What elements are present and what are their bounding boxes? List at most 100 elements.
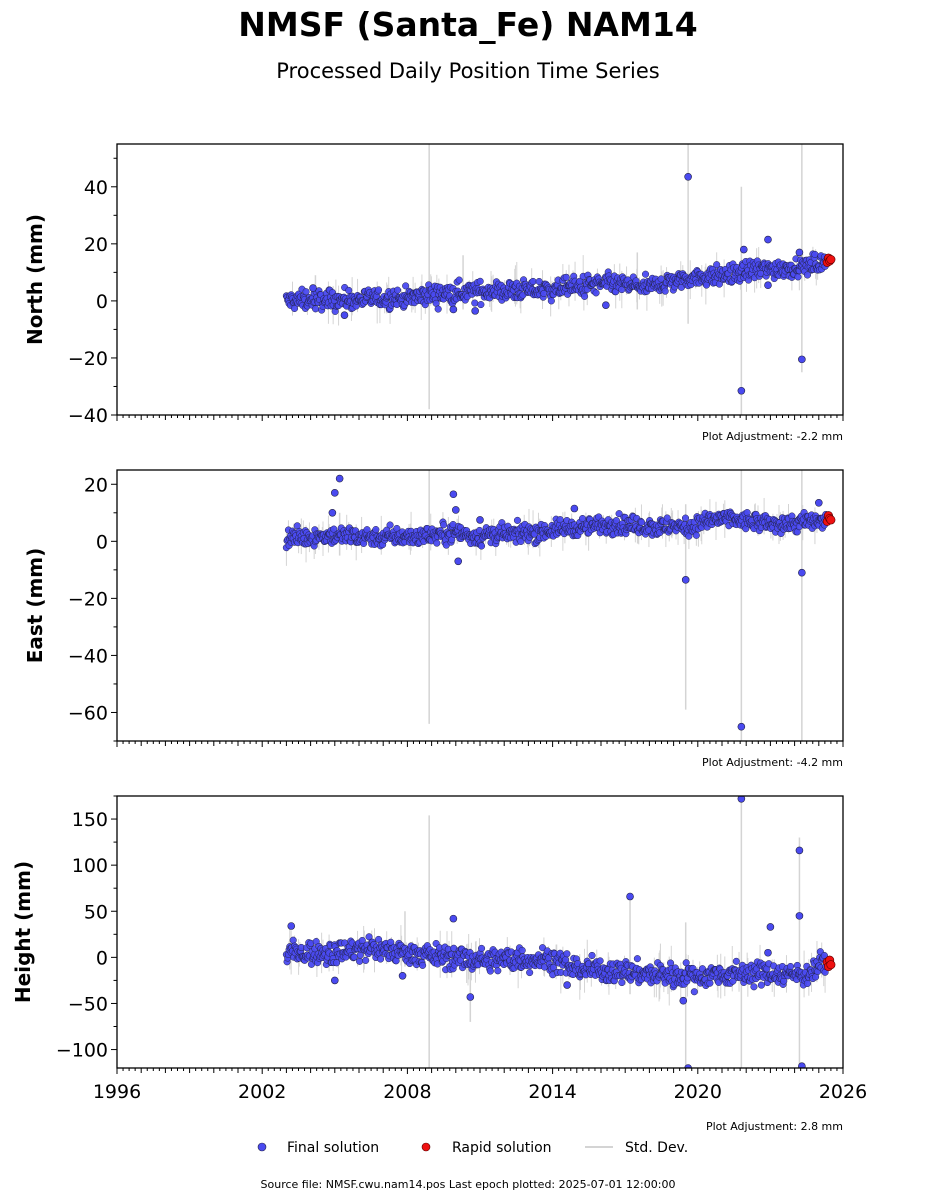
outlier-point [764,235,772,244]
outlier-point [340,311,349,319]
final-point [419,961,427,969]
plot-series [282,470,836,741]
final-point [486,967,494,975]
y-tick-label: −40 [68,405,108,427]
plot-adjustment-note: Plot Adjustment: -4.2 mm [702,756,843,769]
final-point [663,514,671,522]
final-point [556,516,564,524]
final-solution-points [282,796,836,1068]
final-point [529,277,537,286]
outlier-point [739,245,748,254]
y-axis-label: North (mm) [23,214,47,345]
plot-adjustment-note: Plot Adjustment: -2.2 mm [702,430,843,443]
panel-1: −40 −20 0 20 40 North (mm) Plot Adjustment: -2… [23,143,844,443]
final-point [476,277,484,285]
y-tick-label: 40 [84,177,108,199]
outlier-point [287,922,296,930]
panel-2: −60 −40 −20 0 20 East (mm) Plot Adjustment: -4… [23,469,844,769]
outlier-point [737,722,746,731]
y-tick-label: 150 [72,809,108,831]
final-point [633,955,641,963]
chart-subtitle: Processed Daily Position Time Series [276,59,660,83]
outlier-point [330,489,339,497]
final-point [517,537,525,546]
outlier-point [766,923,775,931]
outlier-point [309,284,317,292]
final-point [618,978,626,987]
outlier-point [449,305,458,314]
final-point [803,271,812,279]
outlier-point [451,506,460,514]
final-point [372,526,380,534]
final-point [290,304,299,313]
y-tick-label: −40 [68,645,108,667]
final-point [615,510,623,518]
outlier-point [684,173,692,181]
source-footer: Source file: NMSF.cwu.nam14.pos Last epo… [261,1178,676,1191]
y-tick-label: −50 [68,993,108,1015]
final-point [402,282,410,290]
legend-final-label: Final solution [287,1140,379,1156]
final-point [289,936,297,944]
final-point [732,957,740,965]
outlier-point [737,386,746,395]
outlier-point [795,248,804,257]
outlier-point [335,474,344,483]
final-point [588,951,596,960]
outlier-point [449,914,458,923]
plot-series [282,144,836,415]
y-tick-label: 20 [84,234,108,256]
final-point [433,539,441,547]
final-point [526,969,534,977]
outlier-point [626,892,634,901]
panels: −40 −20 0 20 40 North (mm) Plot Adjustment: -2… [11,143,867,1133]
final-solution-points [282,474,836,731]
final-point [657,275,665,283]
final-point [302,288,310,296]
final-point [637,518,646,526]
outlier-point [764,281,772,290]
final-point [713,261,721,269]
legend: Final solution Rapid solution Std. Dev. [257,1140,688,1156]
final-solution-points [282,173,836,395]
final-point [794,273,802,281]
y-tick-label: 100 [72,855,108,877]
final-point [330,525,338,533]
outlier-point [814,499,823,507]
outlier-point [795,846,804,855]
final-point [786,962,795,971]
outlier-point [684,1064,692,1068]
final-point [477,542,486,550]
outlier-point [454,557,463,566]
final-point [562,273,570,281]
plot-adjustment-note: Plot Adjustment: 2.8 mm [706,1120,843,1133]
outlier-point [570,504,579,513]
final-point [690,988,698,996]
final-point [513,516,522,524]
final-point [692,531,700,539]
x-tick-label: 2002 [238,1081,286,1103]
x-tick-label: 2020 [674,1081,722,1103]
x-tick-label: 1996 [93,1081,141,1103]
final-point [350,953,358,961]
final-point [757,981,765,989]
final-point [494,967,502,975]
final-point [547,297,555,305]
final-point [375,286,383,294]
final-point [596,957,604,965]
final-point [393,286,402,294]
final-point [549,963,557,972]
legend-rapid-label: Rapid solution [452,1140,552,1156]
final-point [612,517,620,525]
final-point [750,983,758,991]
rapid-point [826,515,836,525]
y-tick-label: −60 [68,702,108,724]
plot-area [117,470,843,741]
rapid-point [826,255,836,265]
legend-stddev-label: Std. Dev. [625,1140,688,1156]
final-point [681,514,690,522]
outlier-point [471,307,479,315]
final-point [455,276,463,284]
y-tick-label: 50 [84,901,108,923]
